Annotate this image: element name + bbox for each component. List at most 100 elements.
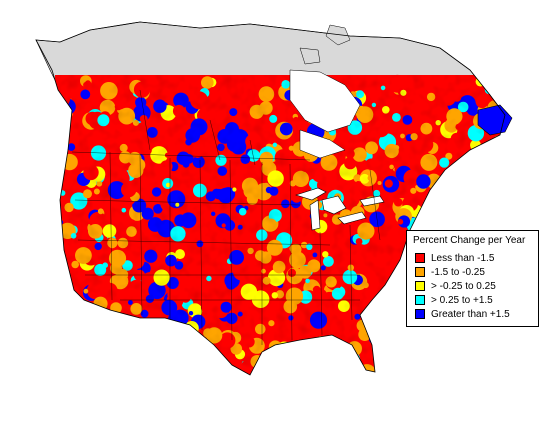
trend-cell bbox=[53, 273, 70, 290]
trend-cell bbox=[59, 295, 68, 304]
trend-cell bbox=[481, 358, 492, 368]
trend-cell bbox=[416, 214, 429, 227]
trend-cell bbox=[429, 350, 436, 357]
trend-cell bbox=[81, 339, 90, 348]
trend-cell bbox=[421, 366, 438, 375]
trend-cell bbox=[98, 368, 112, 375]
trend-cell bbox=[271, 369, 287, 375]
trend-cell bbox=[443, 363, 454, 374]
trend-cell bbox=[90, 308, 102, 320]
trend-cell bbox=[467, 335, 474, 342]
trend-cell bbox=[472, 166, 477, 171]
trend-cell bbox=[164, 361, 182, 375]
trend-cell bbox=[385, 343, 390, 348]
trend-cell bbox=[178, 367, 184, 373]
trend-cell bbox=[69, 332, 75, 339]
trend-cell bbox=[182, 361, 188, 367]
trend-cell bbox=[483, 190, 498, 205]
trend-cell bbox=[57, 158, 65, 166]
trend-cell bbox=[487, 144, 494, 151]
trend-cell bbox=[134, 371, 149, 375]
trend-cell bbox=[170, 368, 177, 375]
trend-cell bbox=[187, 349, 195, 358]
trend-cell bbox=[155, 332, 172, 349]
trend-cell bbox=[93, 336, 111, 355]
legend: Percent Change per Year Less than -1.5 -… bbox=[406, 230, 539, 327]
trend-cell bbox=[83, 302, 91, 310]
legend-item-0-25-to-1-5: > 0.25 to +1.5 bbox=[415, 294, 493, 306]
trend-cell bbox=[192, 364, 198, 370]
trend-cell bbox=[474, 359, 488, 373]
legend-item-minus-0-25-to-0-25: > -0.25 to 0.25 bbox=[415, 280, 496, 292]
trend-cell bbox=[96, 331, 105, 340]
trend-cell bbox=[89, 342, 96, 350]
trend-cell bbox=[428, 338, 446, 357]
trend-cell bbox=[453, 172, 465, 184]
trend-cell bbox=[465, 359, 474, 368]
trend-cell bbox=[77, 302, 82, 308]
legend-swatch bbox=[415, 253, 425, 263]
trend-cell bbox=[80, 358, 91, 369]
trend-cell bbox=[476, 357, 486, 367]
trend-cell bbox=[142, 332, 151, 341]
trend-cell bbox=[478, 143, 490, 156]
trend-cell bbox=[461, 347, 474, 360]
trend-cell bbox=[85, 336, 102, 353]
trend-cell bbox=[465, 162, 472, 169]
trend-cell bbox=[436, 202, 444, 210]
trend-cell bbox=[452, 212, 466, 226]
trend-cell bbox=[461, 171, 478, 188]
legend-label: > -0.25 to 0.25 bbox=[431, 280, 496, 292]
trend-cell bbox=[116, 327, 126, 337]
trend-cell bbox=[457, 164, 474, 181]
trend-cell bbox=[482, 214, 488, 221]
trend-cell bbox=[175, 327, 187, 340]
trend-cell bbox=[415, 361, 434, 375]
trend-cell bbox=[300, 361, 305, 366]
trend-cell bbox=[308, 337, 325, 354]
trend-cell bbox=[187, 345, 195, 352]
trend-cell bbox=[404, 352, 420, 368]
legend-item-greater-than-1-5: Greater than +1.5 bbox=[415, 308, 510, 320]
trend-cell bbox=[332, 365, 343, 375]
legend-label: Less than -1.5 bbox=[431, 252, 495, 264]
trend-cell bbox=[121, 359, 139, 375]
trend-cell bbox=[177, 353, 182, 358]
legend-label: > 0.25 to +1.5 bbox=[431, 294, 493, 306]
trend-cell bbox=[423, 206, 431, 213]
trend-cell bbox=[168, 340, 175, 347]
trend-cell bbox=[388, 371, 403, 375]
trend-cell bbox=[366, 323, 376, 333]
hudson-bay bbox=[289, 69, 361, 159]
trend-cell bbox=[433, 340, 450, 357]
trend-cell bbox=[288, 343, 295, 350]
trend-cell bbox=[478, 359, 496, 375]
trend-cell bbox=[444, 175, 449, 179]
trend-cell bbox=[417, 335, 430, 348]
trend-cell bbox=[181, 362, 194, 375]
trend-cell bbox=[124, 341, 134, 351]
trend-cell bbox=[135, 359, 148, 371]
trend-cell bbox=[346, 350, 356, 361]
legend-swatch bbox=[415, 295, 425, 305]
trend-cell bbox=[316, 364, 325, 373]
trend-cell bbox=[285, 372, 297, 375]
trend-cell bbox=[460, 159, 465, 164]
legend-item-less-than-minus-1-5: Less than -1.5 bbox=[415, 252, 494, 264]
trend-cell bbox=[170, 336, 186, 352]
trend-cell bbox=[136, 354, 148, 365]
trend-cell bbox=[462, 160, 478, 177]
legend-title: Percent Change per Year bbox=[413, 235, 526, 246]
trend-cell bbox=[471, 329, 483, 340]
coastline bbox=[35, 21, 506, 376]
great-lakes bbox=[295, 187, 385, 231]
trend-cell bbox=[457, 179, 472, 195]
trend-cell bbox=[387, 335, 399, 347]
trend-cell bbox=[474, 346, 488, 360]
trend-cell bbox=[475, 195, 484, 204]
political-boundaries bbox=[71, 89, 381, 345]
trend-cell bbox=[76, 314, 81, 319]
trend-cell bbox=[370, 372, 382, 375]
trend-cell bbox=[389, 325, 404, 340]
